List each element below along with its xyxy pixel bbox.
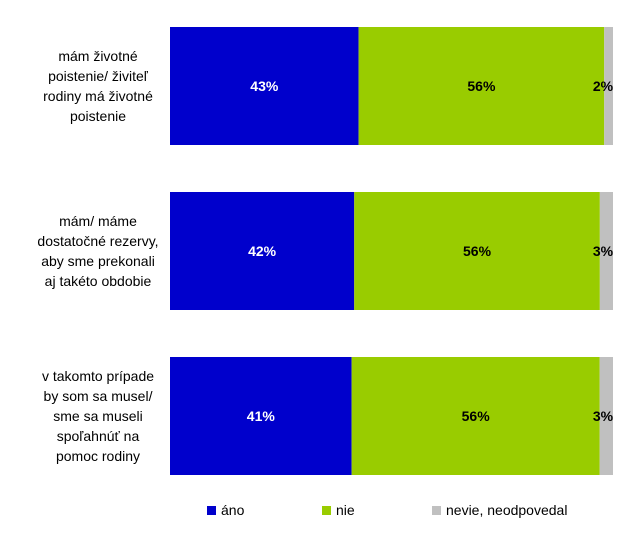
data-label: 3% — [593, 243, 614, 259]
legend: áno nie nevie, neodpovedal — [207, 502, 567, 518]
category-labels: mám životné poistenie/ živiteľ rodiny má ž… — [37, 48, 158, 464]
data-label: 56% — [463, 243, 492, 259]
bars-group: 43% 56% 2% 42% 56% 3% 41% 56% 3% — [170, 27, 614, 475]
data-label: 43% — [250, 78, 279, 94]
category-label-line: mám/ máme — [59, 213, 137, 229]
category-label-line: v takomto prípade — [42, 368, 154, 384]
category-label: v takomto prípade by som sa musel/sme sa … — [42, 368, 154, 464]
category-label: mám/ máme dostatočné rezervy, aby sme prek… — [37, 213, 158, 289]
category-label-line: mám životné — [58, 48, 138, 64]
data-label: 56% — [467, 78, 496, 94]
bar-segment-nie — [351, 357, 600, 475]
category-label-line: poistenie — [70, 108, 126, 124]
bar-segment-nevie — [599, 357, 613, 475]
legend-swatch — [432, 506, 441, 515]
category-label-line: dostatočné rezervy, — [37, 233, 158, 249]
data-label: 2% — [593, 78, 614, 94]
bar-segment-ano — [170, 357, 352, 475]
category-label-line: spoľahnúť na — [57, 428, 140, 444]
bar-segment-ano — [170, 192, 355, 310]
bar-segment-nie — [358, 27, 605, 145]
category-label-line: sme sa museli — [53, 408, 142, 424]
legend-label: nie — [336, 502, 355, 518]
category-label-line: poistenie/ živiteľ — [48, 68, 149, 84]
bar-segment-nevie — [604, 27, 613, 145]
bar-segment-ano — [170, 27, 359, 145]
data-label: 3% — [593, 408, 614, 424]
category-label-line: rodiny má životné — [43, 88, 153, 104]
legend-swatch — [322, 506, 331, 515]
category-label-line: pomoc rodiny — [56, 448, 140, 464]
category-label-line: aby sme prekonali — [41, 253, 155, 269]
bar-segment-nie — [354, 192, 600, 310]
legend-swatch — [207, 506, 216, 515]
category-label-line: by som sa musel/ — [44, 388, 153, 404]
legend-label: nevie, neodpovedal — [446, 502, 567, 518]
legend-label: áno — [221, 502, 245, 518]
data-label: 42% — [248, 243, 277, 259]
data-label: 41% — [247, 408, 276, 424]
category-label-line: aj takéto obdobie — [45, 273, 152, 289]
data-label: 56% — [462, 408, 491, 424]
bar-segment-nevie — [599, 192, 613, 310]
category-label: mám životné poistenie/ živiteľ rodiny má ž… — [43, 48, 153, 124]
